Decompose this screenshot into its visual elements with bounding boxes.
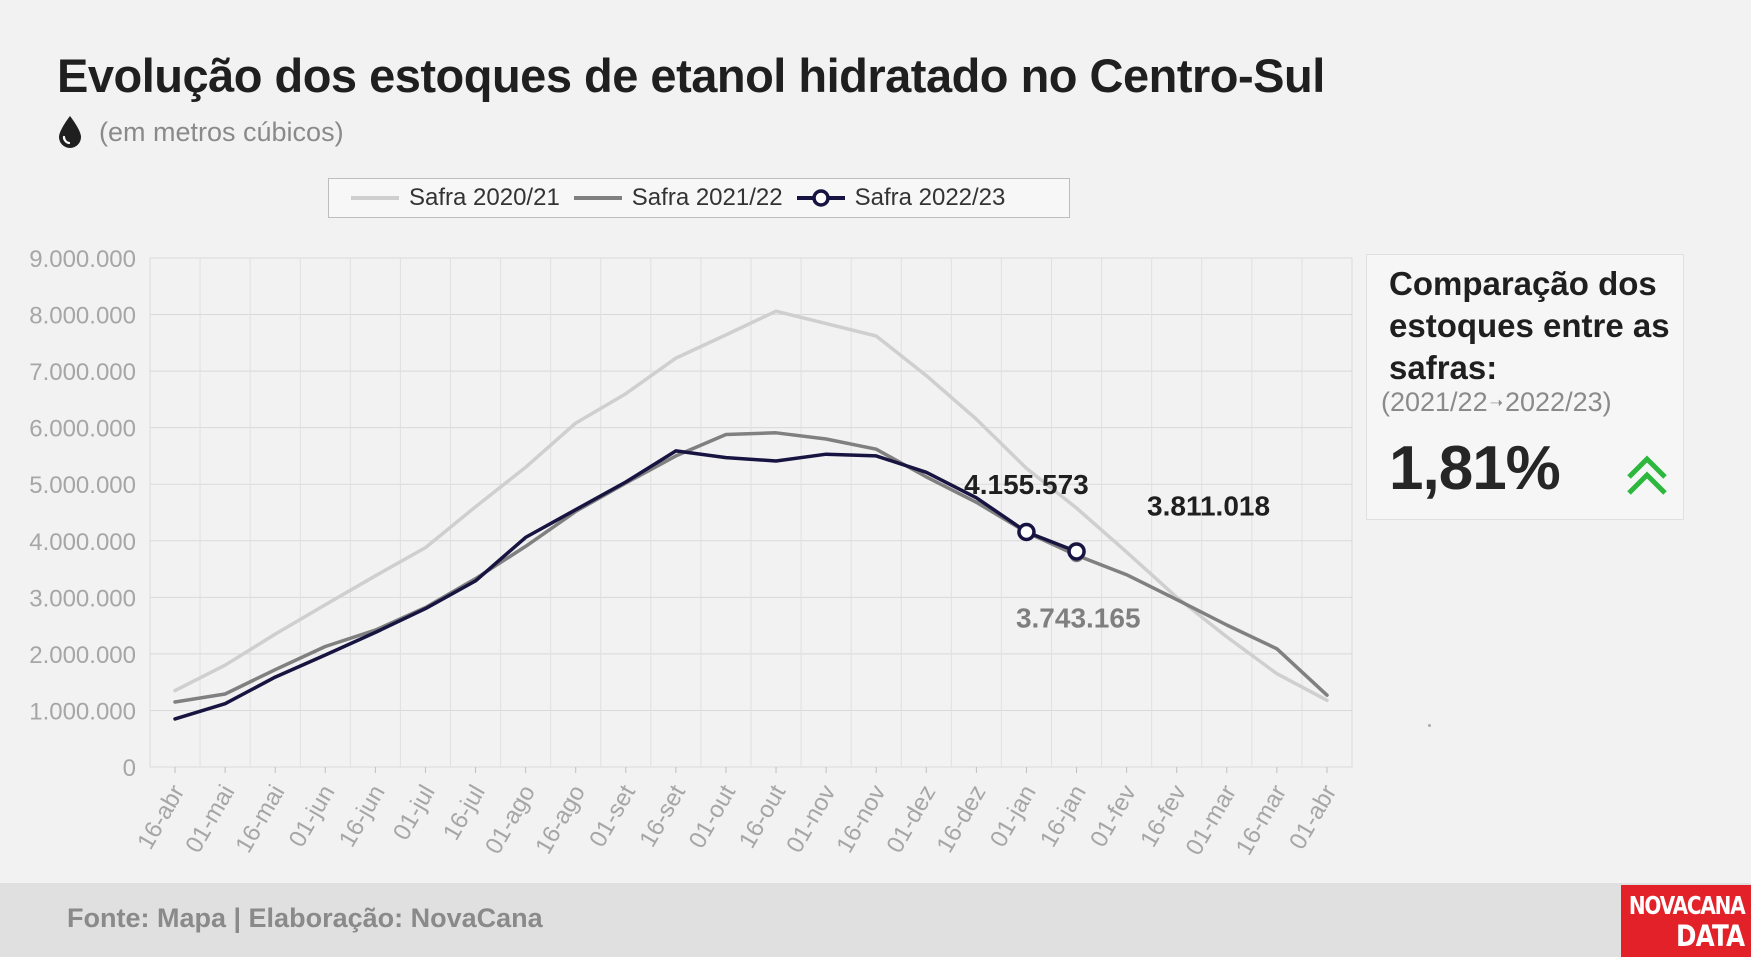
- double-chevron-up-icon: [1627, 455, 1667, 495]
- x-tick-label: 01-jul: [388, 781, 441, 845]
- y-tick-label: 4.000.000: [29, 529, 136, 556]
- x-tick-label: 16-dez: [931, 781, 991, 858]
- legend-item-safra-2022-23: Safra 2022/23: [795, 184, 1006, 212]
- x-tick-label: 01-dez: [881, 781, 941, 858]
- data-label: 3.743.165: [1016, 602, 1141, 633]
- y-tick-label: 1.000.000: [29, 698, 136, 725]
- x-tick-label: 16-nov: [831, 781, 891, 858]
- data-label: 4.155.573: [964, 469, 1089, 500]
- chart-legend: Safra 2020/21 Safra 2021/22 Safra 2022/2…: [328, 178, 1070, 218]
- x-tick-label: 01-nov: [781, 781, 841, 858]
- comparison-title: Comparação dos estoques entre as safras:: [1389, 265, 1670, 386]
- source-note: Fonte: Mapa | Elaboração: NovaCana: [67, 903, 543, 933]
- unit-label: (em metros cúbicos): [99, 116, 344, 147]
- x-tick-label: 16-set: [634, 780, 691, 852]
- x-tick-label: 01-jun: [284, 781, 341, 852]
- comparison-from: (2021/22: [1381, 387, 1488, 417]
- comparison-period: (2021/22 ➝ 2022/23): [1381, 387, 1612, 418]
- legend-label: Safra 2021/22: [631, 184, 783, 211]
- data-label: 3.811.018: [1147, 490, 1270, 521]
- y-tick-label: 3.000.000: [29, 585, 136, 612]
- legend-swatch-safra-2021-22: [573, 196, 622, 200]
- comparison-arrow: ➝: [1489, 394, 1503, 412]
- legend-item-safra-2020-21: Safra 2020/21: [349, 184, 560, 212]
- logo-line-1: NOVACANA: [1628, 891, 1745, 920]
- chart-subtitle: (em metros cúbicos): [57, 112, 344, 152]
- x-tick-label: 01-jan: [985, 781, 1042, 852]
- comparison-to: 2022/23): [1505, 387, 1612, 417]
- x-tick-label: 01-mai: [180, 781, 240, 858]
- x-tick-label: 16-jan: [1035, 781, 1092, 852]
- footer: Fonte: Mapa | Elaboração: NovaCana: [0, 883, 1751, 957]
- series-line-3: [173, 449, 1079, 721]
- x-tick-label: 01-fev: [1085, 781, 1142, 852]
- y-tick-label: 8.000.000: [29, 303, 136, 330]
- x-tick-label: 16-mai: [230, 781, 290, 858]
- line-chart: 0 1.000.000 2.000.000 3.000.000 4.000.000 5.0…: [29, 246, 1353, 860]
- series-line-1: [173, 309, 1329, 703]
- comparison-box: Comparação dos estoques entre as safras:…: [1366, 254, 1684, 520]
- legend-item-safra-2021-22: Safra 2021/22: [572, 184, 783, 212]
- y-tick-label: 9.000.000: [29, 246, 136, 273]
- decorative-dot: [1428, 724, 1431, 727]
- x-tick-label: 01-out: [684, 780, 742, 853]
- x-tick-label: 16-mar: [1231, 781, 1292, 860]
- chart-title: Evolução dos estoques de etanol hidratad…: [57, 49, 1325, 102]
- series-line-2: [173, 431, 1329, 704]
- y-tick-label: 2.000.000: [29, 642, 136, 669]
- legend-label: Safra 2020/21: [409, 184, 560, 211]
- x-tick-label: 16-jul: [438, 781, 491, 845]
- y-tick-label: 7.000.000: [29, 359, 136, 386]
- logo-line-2: DATA: [1675, 919, 1745, 953]
- legend-swatch-safra-2022-23: [796, 189, 845, 207]
- y-tick-label: 6.000.000: [29, 416, 136, 443]
- comparison-value: 1,81%: [1389, 434, 1561, 503]
- y-tick-label: 5.000.000: [29, 472, 136, 499]
- legend-label: Safra 2022/23: [854, 184, 1006, 211]
- marker-safra-2022-23: [1067, 542, 1086, 561]
- x-tick-label: 01-abr: [1284, 780, 1342, 854]
- x-tick-label: 16-jun: [334, 781, 391, 852]
- x-tick-label: 16-ago: [530, 781, 591, 859]
- x-tick-label: 01-set: [584, 780, 641, 852]
- novacana-data-logo: NOVACANA DATA: [1621, 885, 1751, 957]
- water-drop-icon: [59, 116, 81, 148]
- y-tick-label: 0: [123, 755, 136, 782]
- legend-swatch-safra-2020-21: [351, 196, 399, 200]
- marker-safra-2022-23: [1017, 522, 1036, 542]
